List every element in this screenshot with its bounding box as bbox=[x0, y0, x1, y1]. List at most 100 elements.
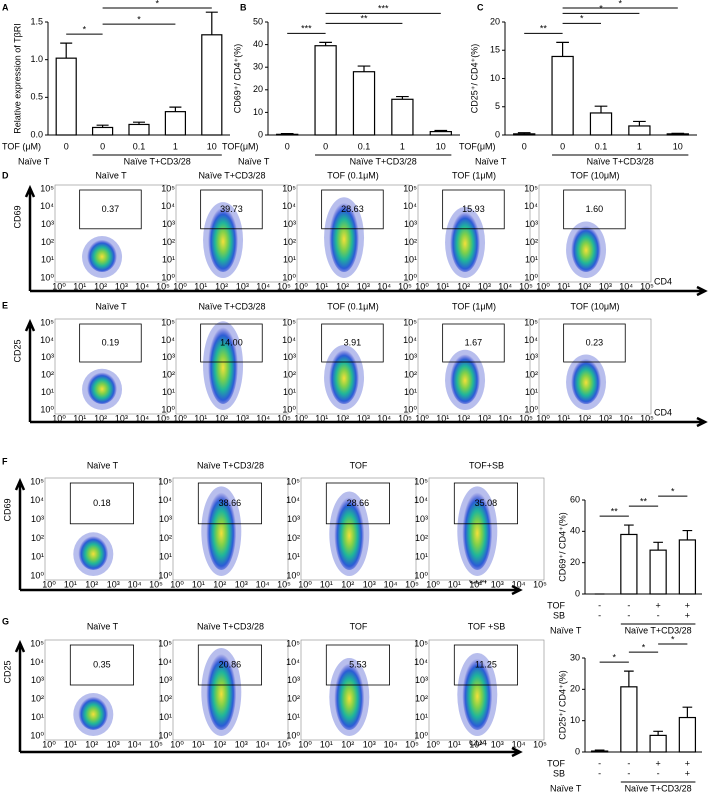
error-bar bbox=[682, 706, 693, 718]
gate-value: 28.66 bbox=[347, 498, 370, 508]
flow-y-tick: 10³ bbox=[287, 675, 300, 685]
flow-x-tick: 10⁰ bbox=[170, 579, 184, 589]
y-tick-label: 0.0 bbox=[30, 129, 43, 139]
flow-x-tick: 10¹ bbox=[448, 739, 461, 749]
flow-y-tick: 10¹ bbox=[283, 387, 296, 397]
row-value: - bbox=[627, 610, 630, 620]
flow-x-tick: 10² bbox=[215, 413, 228, 423]
flow-x-tick: 10³ bbox=[236, 281, 249, 291]
error-bar bbox=[653, 541, 663, 551]
flow-y-tick: 10⁵ bbox=[403, 317, 417, 327]
row-value: 0 bbox=[285, 141, 290, 151]
row-value: 0 bbox=[64, 141, 69, 151]
gate bbox=[197, 644, 262, 686]
gate bbox=[325, 644, 390, 686]
flow-x-tick: 10⁰ bbox=[294, 281, 308, 291]
flow-y-tick: 10⁵ bbox=[161, 317, 175, 327]
flow-y-tick: 10² bbox=[287, 694, 300, 704]
y-tick-label: 30 bbox=[570, 652, 580, 662]
flow-y-tick: 10¹ bbox=[415, 712, 428, 722]
flow-y-tick: 10⁴ bbox=[158, 657, 172, 667]
flow-x-tick: 10⁰ bbox=[294, 413, 308, 423]
density-core bbox=[571, 356, 602, 404]
flow-x-tick: 10⁰ bbox=[415, 413, 429, 423]
plot-title: Naïve T bbox=[87, 621, 119, 631]
gate bbox=[69, 482, 134, 525]
flow-x-tick: 10⁴ bbox=[256, 413, 270, 423]
bar bbox=[551, 55, 574, 136]
bar bbox=[513, 133, 536, 136]
bar bbox=[55, 57, 77, 136]
flow-y-tick: 10⁰ bbox=[524, 404, 538, 414]
flow-x-tick: 10¹ bbox=[194, 281, 207, 291]
row-value: 0 bbox=[522, 141, 527, 151]
y-tick-label: 30 bbox=[253, 62, 263, 72]
row-value: - bbox=[627, 600, 630, 610]
gate bbox=[563, 189, 626, 230]
row-label: TOF(μM) bbox=[222, 141, 259, 151]
flow-y-tick: 10² bbox=[415, 533, 428, 543]
flow-y-tick: 10⁴ bbox=[158, 495, 172, 505]
flow-y-tick: 10⁰ bbox=[158, 730, 172, 740]
gate-value: 38.66 bbox=[219, 498, 242, 508]
flow-x-tick: 10⁴ bbox=[256, 739, 270, 749]
flow-y-tick: 10² bbox=[31, 694, 44, 704]
flow-y-tick: 10¹ bbox=[162, 387, 175, 397]
density-core bbox=[87, 370, 118, 404]
flow-y-tick: 10⁴ bbox=[524, 335, 538, 345]
group-label: Naïve T+CD3/28 bbox=[625, 625, 692, 635]
gate bbox=[453, 644, 518, 686]
bar bbox=[649, 549, 667, 595]
panel-letter: D bbox=[2, 170, 9, 180]
flow-y-tick: 10³ bbox=[41, 352, 54, 362]
flow-y-tick: 10² bbox=[283, 237, 296, 247]
flow-x-tick: 10⁴ bbox=[256, 579, 270, 589]
row-value: - bbox=[657, 768, 660, 778]
bar bbox=[678, 716, 697, 753]
flow-x-tick: 10⁴ bbox=[512, 579, 526, 589]
flow-y-tick: 10¹ bbox=[162, 255, 175, 265]
flow-x-tick: 10² bbox=[336, 281, 349, 291]
flow-x-tick: 10⁵ bbox=[277, 739, 291, 749]
group-label: Naïve T+CD3/28 bbox=[587, 156, 654, 166]
flow-y-tick: 10² bbox=[31, 533, 44, 543]
bar bbox=[91, 126, 114, 136]
plot-title: TOF (1μM) bbox=[452, 170, 496, 180]
flow-x-tick: 10¹ bbox=[73, 413, 86, 423]
flow-y-tick: 10¹ bbox=[159, 552, 172, 562]
y-axis-label: CD69⁺/ CD4⁺(%) bbox=[232, 44, 242, 114]
row-value: + bbox=[685, 768, 690, 778]
row-value: - bbox=[598, 758, 601, 768]
flow-x-tick: 10² bbox=[85, 579, 98, 589]
flow-y-tick: 10⁴ bbox=[161, 335, 175, 345]
error-bar bbox=[556, 41, 569, 57]
error-bar bbox=[396, 95, 409, 100]
flow-x-tick: 10⁵ bbox=[519, 413, 533, 423]
y-tick-label: 10 bbox=[253, 107, 263, 117]
flow-y-tick: 10⁰ bbox=[282, 404, 296, 414]
flow-x-tick: 10³ bbox=[115, 413, 128, 423]
flow-x-tick: 10¹ bbox=[436, 281, 449, 291]
flow-x-label: CD4 bbox=[654, 407, 672, 417]
flow-x-tick: 10² bbox=[213, 739, 226, 749]
bar bbox=[276, 133, 299, 136]
flow-x-tick: 10² bbox=[213, 579, 226, 589]
flow-x-tick: 10² bbox=[336, 413, 349, 423]
plot-title: TOF (0.1μM) bbox=[327, 301, 379, 311]
flow-x-tick: 10² bbox=[469, 579, 482, 589]
flow-y-tick: 10³ bbox=[41, 219, 54, 229]
plot-title: Naïve T+CD3/28 bbox=[197, 460, 264, 470]
flow-y-tick: 10¹ bbox=[404, 255, 417, 265]
flow-x-tick: 10⁵ bbox=[519, 281, 533, 291]
y-tick-label: 0.5 bbox=[30, 92, 43, 102]
row-value: 10 bbox=[207, 141, 217, 151]
flow-x-tick: 10² bbox=[578, 281, 591, 291]
flow-y-tick: 10⁴ bbox=[282, 335, 296, 345]
flow-x-tick: 10¹ bbox=[64, 739, 77, 749]
row-label: TOF(μM) bbox=[459, 141, 496, 151]
panel-letter: F bbox=[2, 456, 8, 466]
flow-y-tick: 10³ bbox=[159, 514, 172, 524]
gate-value: 1.60 bbox=[586, 204, 604, 214]
density-core bbox=[87, 238, 118, 272]
flow-y-tick: 10⁴ bbox=[40, 335, 54, 345]
